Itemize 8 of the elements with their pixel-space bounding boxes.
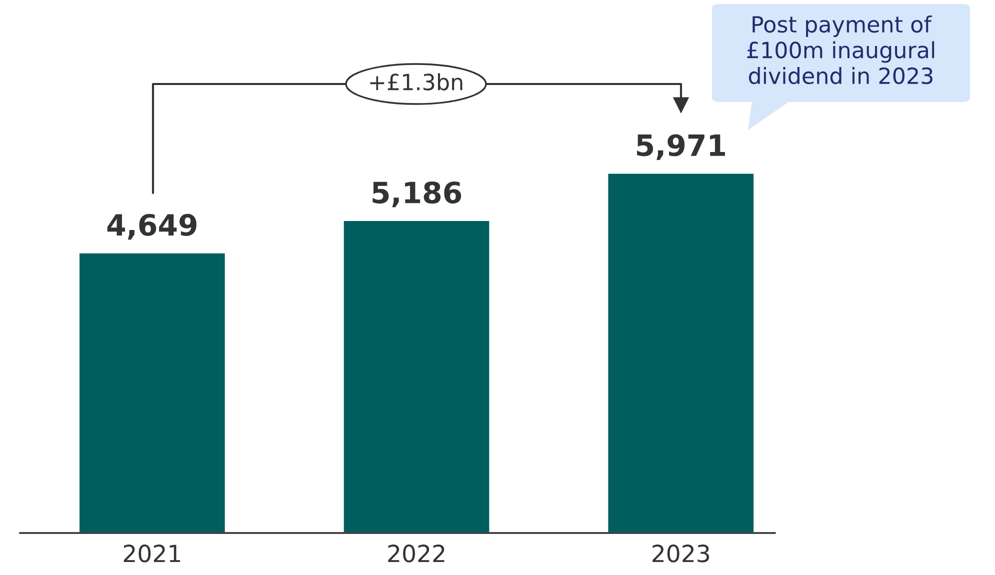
data-label: 4,649 [107, 214, 196, 240]
x-tick-label: 2023 [652, 544, 710, 562]
x-tick-label: 2022 [388, 544, 444, 562]
text: Post payment of £100m inaugural dividend in 2023 [747, 16, 934, 84]
text: +£1.3bn [370, 73, 462, 90]
data-label: 5,971 [637, 134, 725, 160]
data-label: 5,186 [372, 182, 462, 208]
x-tick-label: 2021 [124, 544, 180, 562]
